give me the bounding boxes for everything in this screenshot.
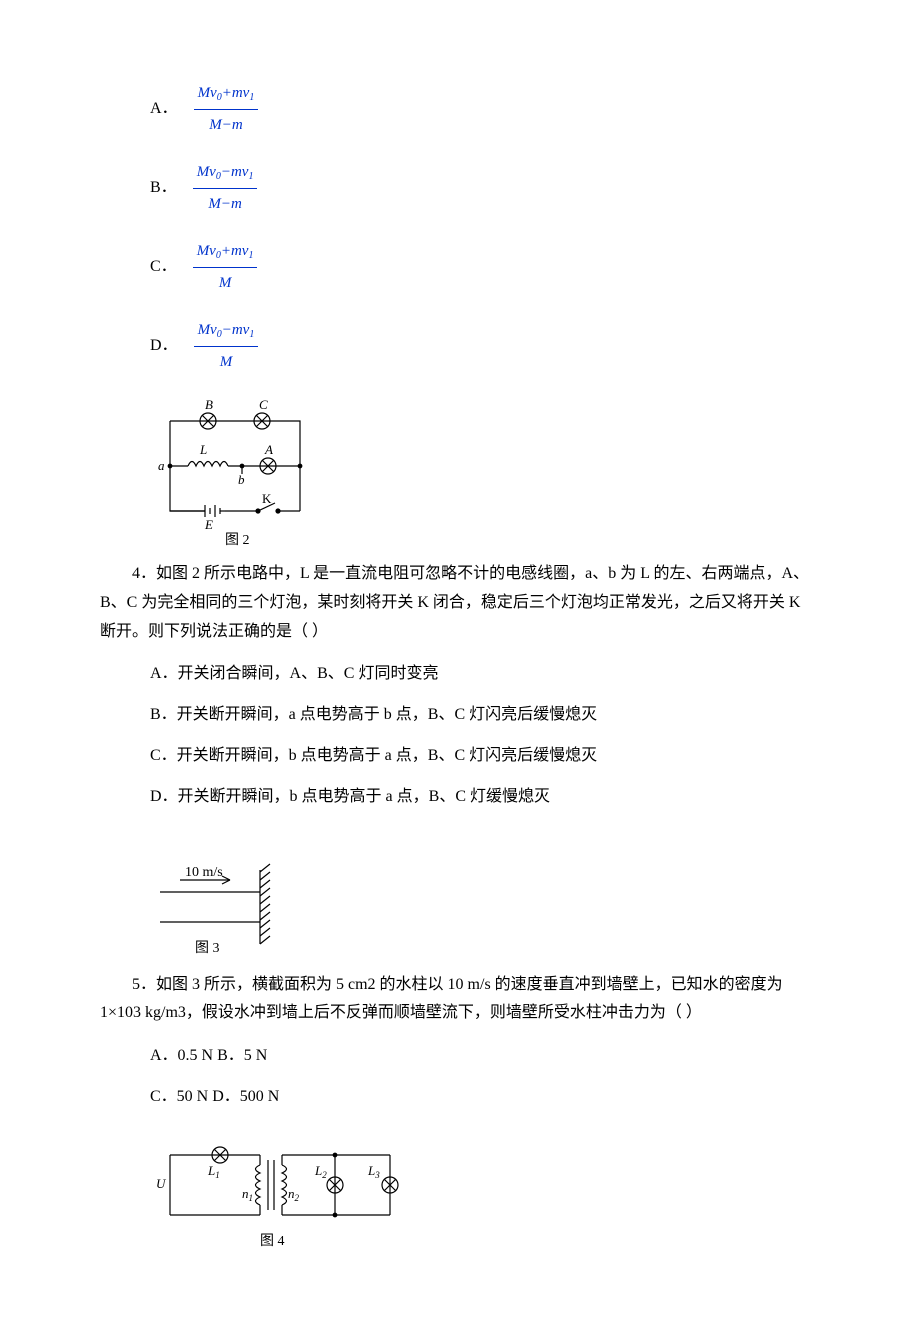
fig4-L3s: 3 <box>374 1170 380 1180</box>
fig2-label-E: E <box>204 517 213 532</box>
q3-option-D-label: D． <box>150 332 178 361</box>
q3-B-num: Mv0−mv1 <box>193 159 258 189</box>
fig2-label-A: A <box>264 442 273 457</box>
q3-B-den: M−m <box>193 189 258 218</box>
fig4-L3: L <box>367 1163 375 1178</box>
q3-A-num: Mv0+mv1 <box>194 80 259 110</box>
fig3-speed: 10 m/s <box>185 865 223 880</box>
q3-C-num: Mv0+mv1 <box>193 238 258 268</box>
fig4-L1: L <box>207 1163 215 1178</box>
fig3-caption: 图 3 <box>195 941 220 956</box>
svg-text:L1: L1 <box>207 1163 220 1180</box>
q5-text: 5．如图 3 所示，横截面积为 5 cm2 的水柱以 10 m/s 的速度垂直冲… <box>100 971 820 1029</box>
q4-choice-D: D．开关断开瞬间，b 点电势高于 a 点，B、C 灯缓慢熄灭 <box>150 783 820 812</box>
fig2-label-b: b <box>238 472 245 487</box>
q4-text: 4．如图 2 所示电路中，L 是一直流电阻可忽略不计的电感线圈，a、b 为 L … <box>100 560 820 646</box>
fig2-label-C: C <box>259 397 268 412</box>
q3-C-den: M <box>193 268 258 297</box>
fig4-L2s: 2 <box>322 1170 327 1180</box>
svg-text:L3: L3 <box>367 1163 380 1180</box>
fig2-label-a: a <box>158 458 165 473</box>
figure-2-svg: B C L A a b E K 图 2 <box>150 396 320 546</box>
q3-option-B-label: B． <box>150 174 177 203</box>
q3-fraction-B: Mv0−mv1 M−m <box>193 159 258 218</box>
q3-A-den: M−m <box>194 110 259 139</box>
q4-choice-B: B．开关断开瞬间，a 点电势高于 b 点，B、C 灯闪亮后缓慢熄灭 <box>150 701 820 730</box>
fig2-label-L: L <box>199 442 207 457</box>
q3-fraction-A: Mv0+mv1 M−m <box>194 80 259 139</box>
figure-3: 10 m/s 图 3 <box>150 862 820 957</box>
q3-option-B: B． Mv0−mv1 M−m <box>150 159 820 218</box>
figure-4-svg: U L1 L2 L3 n1 n2 图 4 <box>150 1130 410 1250</box>
fig4-U: U <box>156 1176 167 1191</box>
fig4-L2: L <box>314 1163 322 1178</box>
q4-choice-A: A．开关闭合瞬间，A、B、C 灯同时变亮 <box>150 660 820 689</box>
fig4-L1s: 1 <box>215 1170 220 1180</box>
q5-row2: C．50 N D．500 N <box>150 1083 820 1112</box>
q3-fraction-D: Mv0−mv1 M <box>194 317 259 376</box>
svg-text:n1: n1 <box>242 1186 253 1203</box>
svg-text:L2: L2 <box>314 1163 327 1180</box>
q3-fraction-C: Mv0+mv1 M <box>193 238 258 297</box>
q4-choice-C: C．开关断开瞬间，b 点电势高于 a 点，B、C 灯闪亮后缓慢熄灭 <box>150 742 820 771</box>
fig4-n2s: 2 <box>295 1193 300 1203</box>
q3-option-A-label: A． <box>150 95 178 124</box>
fig4-caption: 图 4 <box>260 1234 285 1249</box>
figure-2: B C L A a b E K 图 2 <box>150 396 820 546</box>
q3-D-num: Mv0−mv1 <box>194 317 259 347</box>
svg-text:n2: n2 <box>288 1186 300 1203</box>
q3-option-C: C． Mv0+mv1 M <box>150 238 820 297</box>
fig4-n1s: 1 <box>249 1193 254 1203</box>
q3-option-C-label: C． <box>150 253 177 282</box>
q5-row1: A．0.5 N B．5 N <box>150 1042 820 1071</box>
figure-3-svg: 10 m/s 图 3 <box>150 862 300 957</box>
fig2-label-K: K <box>262 491 272 506</box>
q3-D-den: M <box>194 347 259 376</box>
figure-4: U L1 L2 L3 n1 n2 图 4 <box>150 1130 820 1250</box>
fig2-label-B: B <box>205 397 213 412</box>
q3-option-D: D． Mv0−mv1 M <box>150 317 820 376</box>
fig2-caption: 图 2 <box>225 533 250 546</box>
q3-option-A: A． Mv0+mv1 M−m <box>150 80 820 139</box>
